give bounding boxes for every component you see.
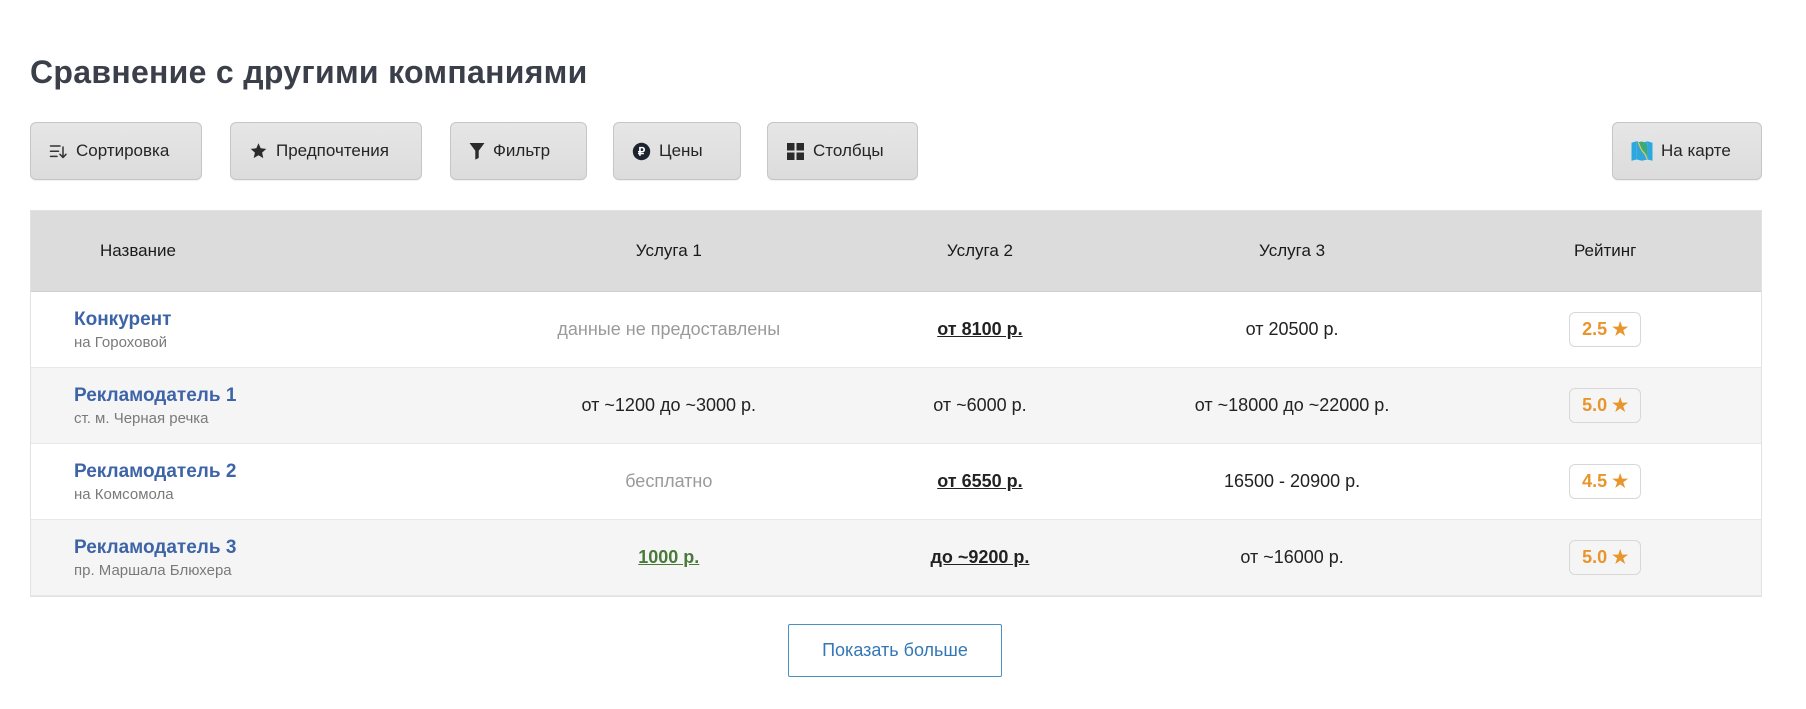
svg-text:₽: ₽	[638, 146, 646, 158]
